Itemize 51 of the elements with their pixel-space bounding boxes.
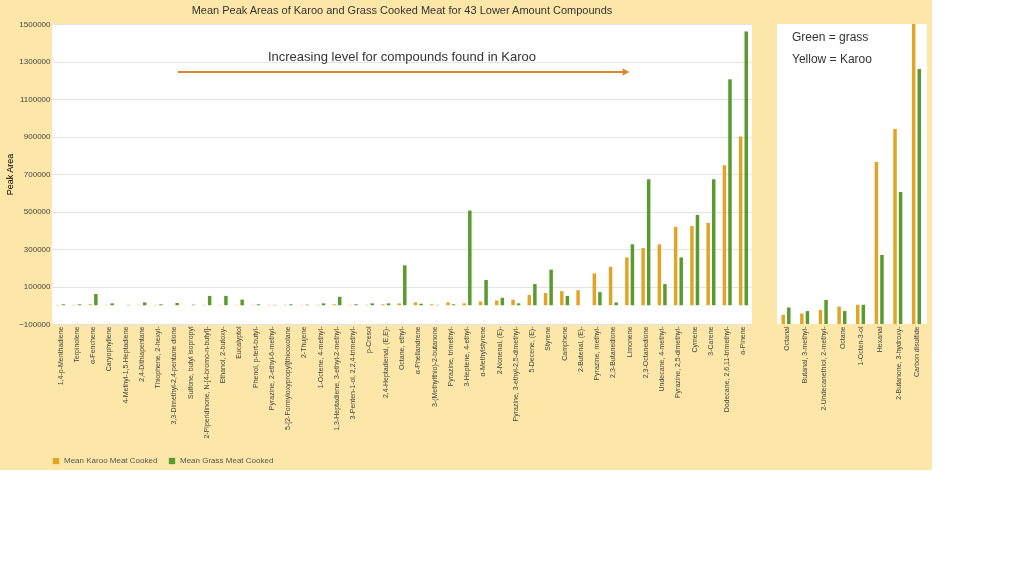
bar (495, 300, 499, 306)
bar (94, 294, 98, 306)
bar (787, 307, 791, 324)
bar (728, 79, 732, 306)
y-tick-label: 900000 (23, 132, 52, 141)
bar (625, 257, 629, 306)
bar (641, 248, 645, 306)
bar (598, 292, 602, 306)
bar (800, 313, 804, 324)
bar (403, 265, 407, 306)
bar (533, 284, 537, 306)
bar (744, 31, 748, 306)
y-tick-label: 500000 (23, 207, 52, 216)
chart-title: Mean Peak Areas of Karoo and Grass Cooked Meat for 43 Lower Amount Compounds (191, 4, 613, 16)
bar (679, 257, 683, 306)
bar (781, 315, 785, 324)
bar (576, 290, 580, 306)
bar (880, 255, 884, 324)
y-axis-title: Peak Area (5, 153, 16, 196)
bar (837, 306, 841, 324)
bar (142, 302, 147, 306)
bar (917, 69, 921, 324)
bar (484, 279, 488, 306)
bar (240, 299, 244, 306)
bar (614, 302, 618, 306)
y-tick-label: −100000 (19, 319, 52, 329)
bar (690, 226, 694, 306)
y-tick-label: 1100000 (19, 94, 52, 104)
bar (824, 300, 828, 324)
bar (560, 291, 564, 306)
bar (706, 222, 710, 306)
bar (856, 304, 860, 324)
annotation: Increasing level for compounds found in Karoo (267, 49, 537, 64)
bar (511, 299, 515, 306)
y-tick-label: 100000 (23, 282, 52, 291)
bar (468, 210, 472, 306)
bar (446, 302, 450, 306)
bar (413, 302, 418, 306)
y-tick-label: 1300000 (19, 57, 52, 66)
annotation: Yellow = Karoo (792, 52, 873, 66)
y-tick-label: 1500000 (19, 19, 52, 29)
bar (224, 295, 228, 306)
legend-label: Mean Grass Meat Cooked (180, 456, 274, 465)
bar (663, 284, 667, 306)
annotation: Green = grass (792, 30, 869, 44)
bar (893, 129, 897, 324)
y-tick-label: 700000 (23, 169, 52, 179)
legend-label: Mean Karoo Meat Cooked (64, 456, 158, 465)
bar (549, 269, 553, 306)
bar (175, 303, 179, 306)
y-tick-label: 300000 (23, 244, 52, 254)
